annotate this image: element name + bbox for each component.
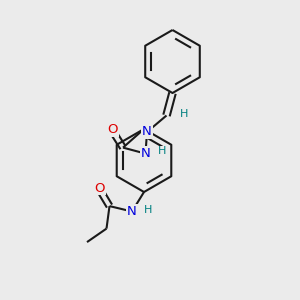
Text: N: N [142, 125, 152, 139]
Text: O: O [94, 182, 105, 195]
Text: N: N [127, 205, 137, 218]
Text: O: O [107, 123, 118, 136]
Text: H: H [180, 109, 189, 119]
Text: H: H [144, 205, 153, 215]
Text: H: H [158, 146, 166, 156]
Text: N: N [141, 147, 150, 160]
